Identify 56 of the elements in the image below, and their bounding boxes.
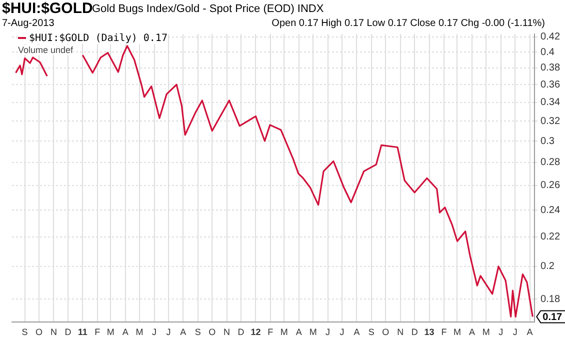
chart-title: $HUI:$GOLD (2, 0, 93, 17)
x-tick-label: O (208, 327, 216, 338)
chart-subtitle: Gold Bugs Index/Gold - Spot Price (EOD) INDX (92, 3, 324, 15)
x-tick-label: 12 (250, 327, 261, 338)
x-tick-label: 11 (78, 327, 88, 338)
x-tick-label: M (453, 327, 461, 338)
y-tick-label: 0.2 (540, 261, 555, 272)
x-tick-label: M (280, 327, 288, 338)
x-tick-label: A (296, 327, 302, 338)
y-tick-label: 0.34 (540, 97, 560, 108)
y-tick-label: 0.3 (540, 136, 555, 147)
x-tick-label: S (22, 327, 28, 338)
x-tick-label: F (94, 327, 101, 338)
x-tick-label: O (36, 327, 43, 338)
x-tick-label: D (64, 327, 72, 338)
x-tick-label: J (498, 327, 504, 338)
y-tick-label: 0.22 (540, 232, 560, 243)
x-tick-label: J (340, 327, 344, 338)
x-tick-label: A (526, 327, 533, 338)
y-tick-label: 0.28 (540, 157, 560, 168)
x-tick-label: O (382, 327, 390, 338)
x-tick-label: J (152, 327, 156, 338)
x-tick-label: A (468, 327, 475, 338)
x-tick-label: J (326, 327, 330, 338)
x-tick-label: F (268, 327, 274, 338)
y-tick-label: 0.24 (540, 204, 560, 216)
x-tick-label: F (441, 327, 448, 338)
x-tick-label: M (482, 327, 490, 338)
x-tick-label: D (238, 327, 245, 338)
x-tick-label: A (122, 327, 128, 338)
y-tick-label: 0.18 (540, 294, 560, 305)
x-tick-label: D (411, 327, 418, 338)
y-tick-label: 0.26 (540, 180, 560, 192)
x-tick-label: N (397, 327, 404, 338)
y-tick-label: 0.42 (540, 32, 560, 43)
annotation: Volume undef (18, 45, 74, 55)
x-tick-label: N (224, 327, 230, 338)
x-tick-label: M (309, 327, 317, 338)
x-tick-label: S (368, 327, 374, 338)
y-tick-label: 0.36 (540, 79, 560, 90)
x-tick-label: A (180, 327, 186, 338)
x-tick-label: J (166, 327, 171, 338)
x-tick-label: A (354, 327, 360, 338)
y-tick-label: 0.4 (540, 46, 555, 58)
x-tick-label: S (194, 327, 201, 338)
y-tick-label: 0.32 (540, 116, 560, 127)
y-tick-label: 0.38 (540, 62, 560, 74)
text: Open 0.17 High 0.17 Low 0.17 Close 0.17 Chg -0.00 (-1.11%) (272, 18, 545, 29)
x-tick-label: N (50, 327, 57, 338)
x-tick-label: J (512, 327, 518, 338)
annotation: 0.17 (542, 312, 563, 323)
x-tick-label: 13 (424, 327, 434, 338)
text: 7-Aug-2013 (2, 18, 54, 29)
x-tick-label: M (106, 327, 114, 338)
legend-label: $HUI:$GOLD (Daily) 0.17 (18, 33, 168, 44)
x-tick-label: M (136, 327, 144, 338)
